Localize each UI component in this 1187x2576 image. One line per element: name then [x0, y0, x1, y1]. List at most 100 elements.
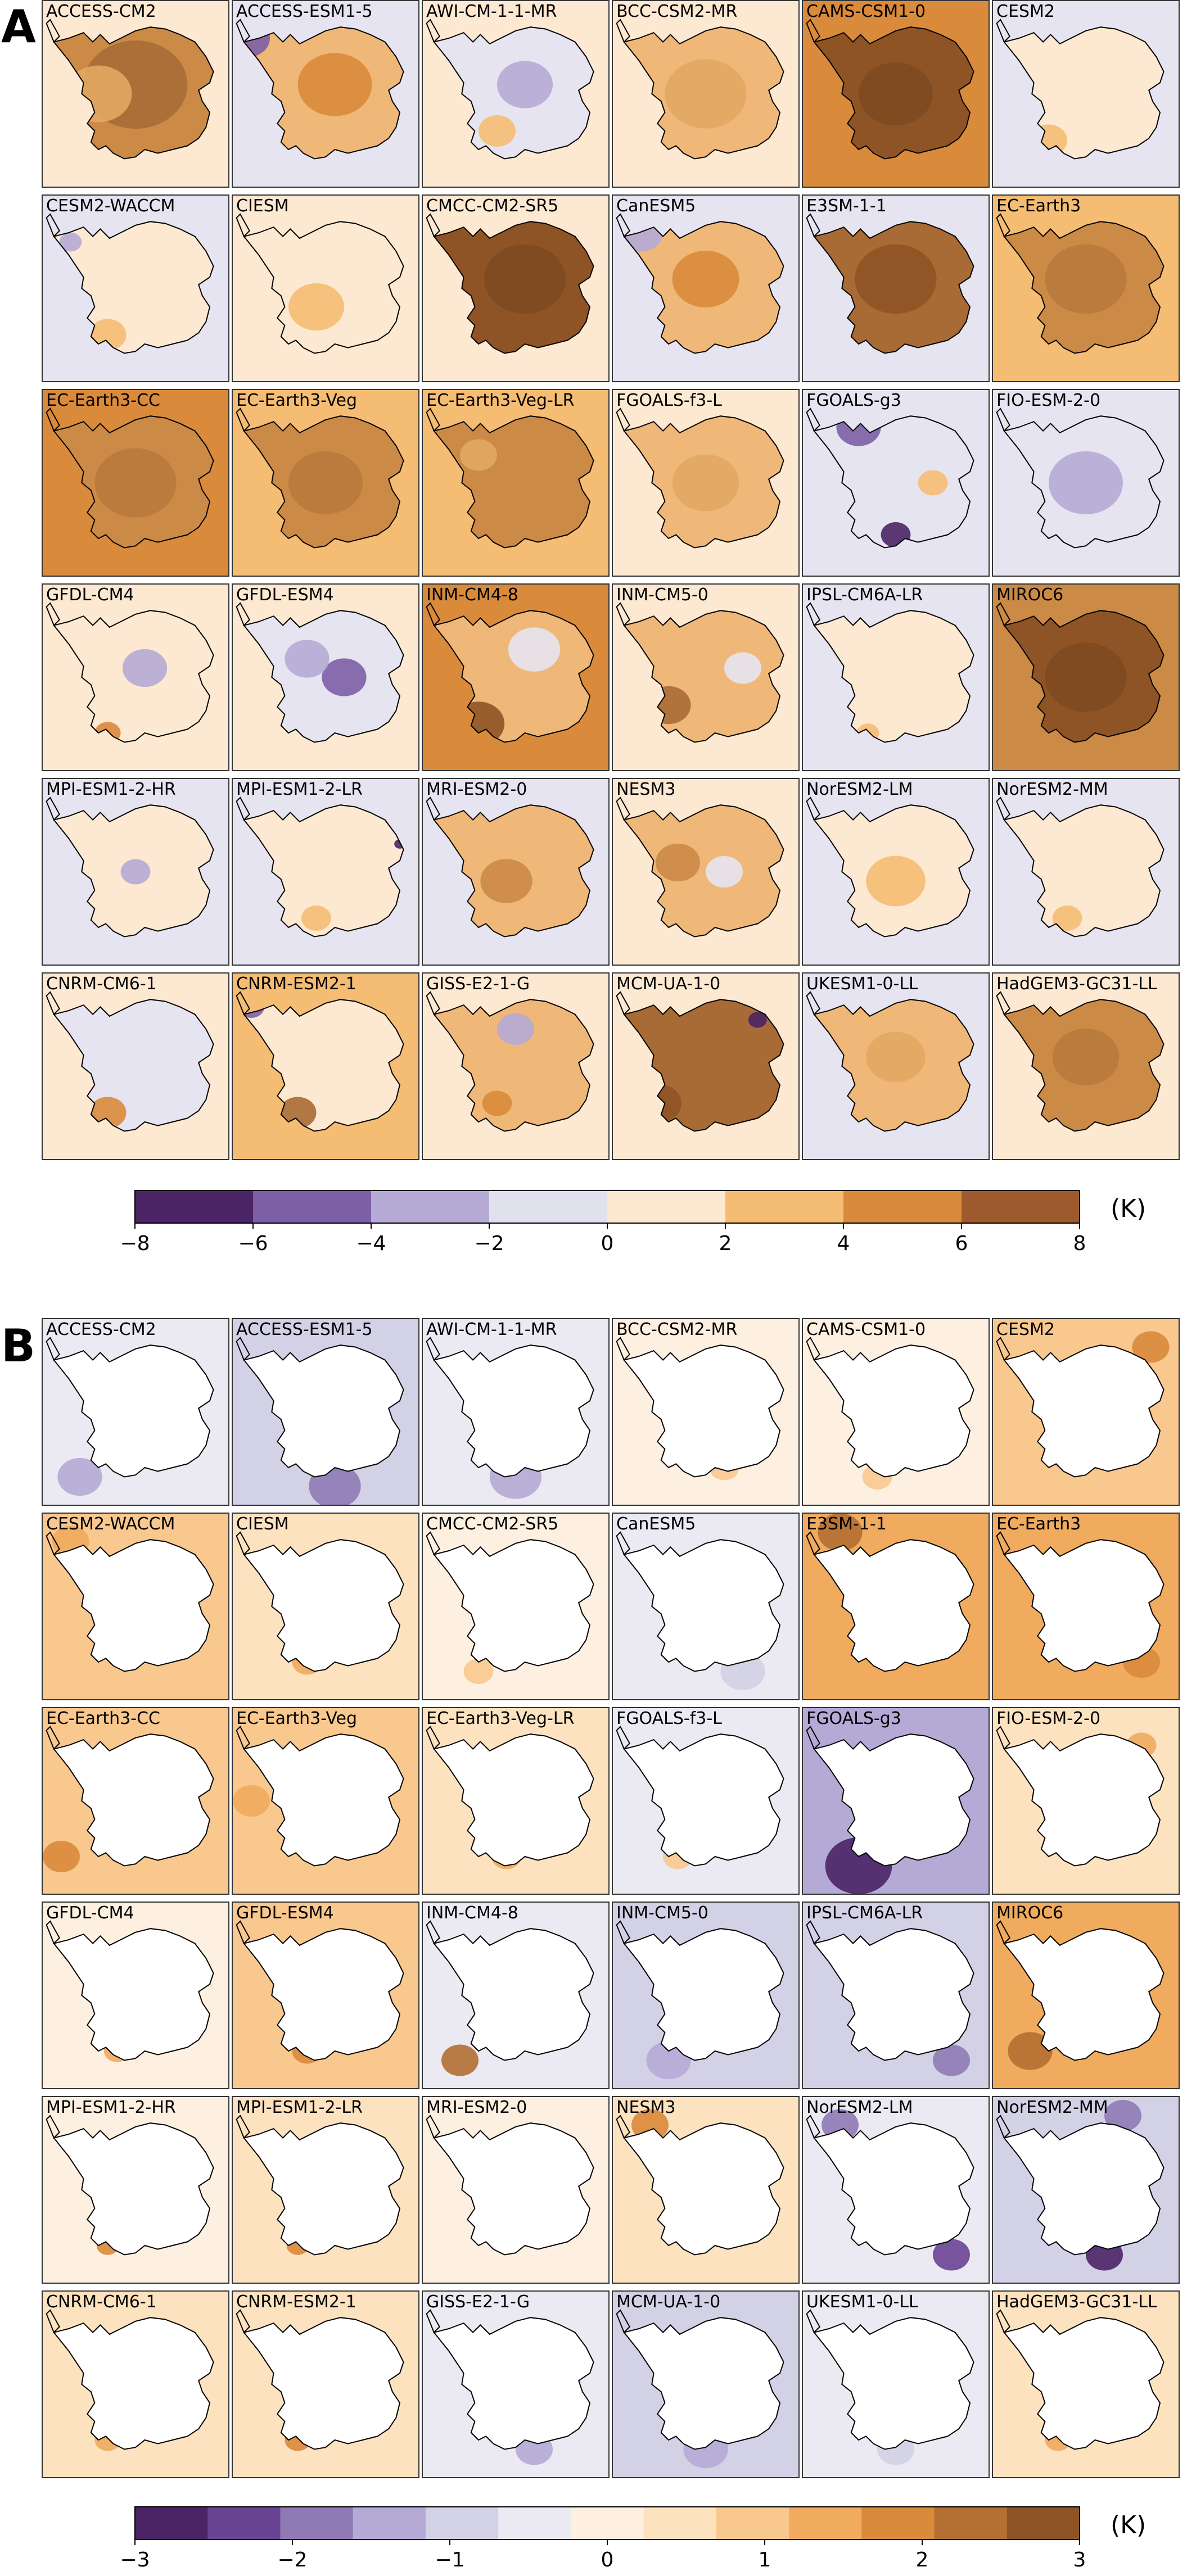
peninsula-coastline: [426, 1726, 440, 1750]
map-model-name: MPI-ESM1-2-LR: [236, 2098, 363, 2117]
peninsula-coastline: [806, 2309, 820, 2334]
colorbar-tick-label: 3: [1073, 2548, 1086, 2572]
masked-continent: [814, 1345, 974, 1477]
peninsula-coastline: [426, 602, 440, 627]
map-model-name: CESM2-WACCM: [46, 1514, 175, 1534]
map-model-name: UKESM1-0-LL: [806, 974, 918, 994]
coastline: [623, 1539, 784, 1672]
map-model-name: AWI-CM-1-1-MR: [426, 2, 557, 21]
peninsula-coastline: [806, 796, 820, 821]
anomaly-region: [631, 2109, 669, 2141]
map-panel: CESM2: [992, 1318, 1180, 1506]
map-model-name: E3SM-1-1: [806, 196, 887, 216]
antarctica-map: [993, 1319, 1179, 1505]
antarctica-map: [423, 1319, 608, 1505]
masked-continent: [243, 1540, 404, 1672]
masked-continent: [814, 1734, 974, 1866]
antarctica-map: [803, 974, 989, 1159]
peninsula-coastline: [236, 1920, 250, 1945]
anomaly-region: [120, 859, 151, 885]
map-panel: E3SM-1-1: [802, 1513, 990, 1700]
map-panel: EC-Earth3-Veg: [232, 389, 419, 577]
peninsula-coastline: [46, 1337, 60, 1361]
coastline: [53, 999, 214, 1132]
antarctica-map: [993, 1903, 1179, 2088]
coastline: [433, 610, 594, 743]
coastline: [1003, 1344, 1165, 1478]
peninsula-coastline: [996, 1726, 1010, 1750]
colorbar-segment: [716, 2507, 789, 2539]
antarctica-map: [613, 1708, 798, 1894]
anomaly-region: [859, 62, 933, 126]
coastline: [1003, 2122, 1165, 2256]
map-panel: IPSL-CM6A-LR: [802, 1902, 990, 2089]
peninsula-coastline: [236, 2309, 250, 2334]
colorbar-segment: [725, 1190, 844, 1223]
colorbar-tick-label: −2: [277, 2548, 307, 2572]
peninsula-coastline: [616, 602, 630, 627]
colorbar-segment: [861, 2507, 935, 2539]
peninsula-coastline: [236, 1337, 250, 1361]
map-panel: FGOALS-g3: [802, 389, 990, 577]
map-model-name: MRI-ESM2-0: [426, 2098, 527, 2117]
masked-continent: [1004, 1928, 1164, 2061]
peninsula-coastline: [236, 796, 250, 821]
map-model-name: NESM3: [616, 780, 676, 799]
anomaly-region: [484, 244, 566, 314]
anomaly-region: [1104, 2099, 1141, 2132]
map-panel: CESM2-WACCM: [42, 194, 229, 382]
map-panel: EC-Earth3: [992, 194, 1180, 382]
map-panel: MCM-UA-1-0: [612, 2290, 800, 2478]
anomaly-region: [1049, 451, 1123, 515]
masked-continent: [53, 1345, 214, 1477]
coastline: [813, 1733, 974, 1867]
peninsula-coastline: [806, 1337, 820, 1361]
masked-continent: [434, 1734, 594, 1866]
antarctica-map: [233, 1903, 418, 2088]
map-model-name: EC-Earth3: [996, 1514, 1081, 1534]
anomaly-region: [301, 906, 331, 931]
coastline: [53, 804, 214, 938]
masked-continent: [1004, 2123, 1164, 2255]
coastline: [433, 1344, 594, 1478]
antarctica-map: [423, 585, 608, 770]
anomaly-region: [59, 232, 82, 252]
peninsula-coastline: [46, 1726, 60, 1750]
peninsula-coastline: [806, 1726, 820, 1750]
map-panel: ACCESS-CM2: [42, 1318, 229, 1506]
map-panel: EC-Earth3: [992, 1513, 1180, 1700]
antarctica-map: [803, 196, 989, 381]
map-model-name: CMCC-CM2-SR5: [426, 1514, 559, 1534]
map-panel: FGOALS-f3-L: [612, 389, 800, 577]
peninsula-coastline: [236, 1531, 250, 1556]
antarctica-map: [423, 1708, 608, 1894]
coastline: [53, 415, 214, 549]
map-panel: CAMS-CSM1-0: [802, 1318, 990, 1506]
peninsula-coastline: [236, 1726, 250, 1750]
coastline: [813, 1928, 974, 2061]
antarctica-map: [423, 196, 608, 381]
panel-a-map-grid: ACCESS-CM2 ACCESS-ESM1-5 AWI-CM-1-1-MR BCC-…: [42, 0, 1180, 1160]
peninsula-coastline: [806, 1920, 820, 1945]
map-model-name: GFDL-ESM4: [236, 1903, 334, 1923]
map-panel: EC-Earth3-CC: [42, 1707, 229, 1895]
anomaly-region: [297, 53, 372, 116]
coastline: [623, 804, 784, 938]
colorbar-segment: [962, 1190, 1080, 1223]
map-panel: NorESM2-MM: [992, 2096, 1180, 2284]
antarctica-map: [233, 2097, 418, 2283]
panel-b-map-grid: ACCESS-CM2 ACCESS-ESM1-5 AWI-CM-1-1-MR BCC-…: [42, 1318, 1180, 2478]
map-model-name: FGOALS-f3-L: [616, 391, 722, 410]
coastline: [813, 26, 974, 160]
panel-a-colorbar: −8 −6 −4 −2 0 2 4 6 8: [120, 1190, 1086, 1259]
anomaly-region: [822, 2109, 859, 2141]
map-panel: MRI-ESM2-0: [422, 778, 610, 966]
coastline: [1003, 26, 1165, 160]
anomaly-region: [497, 61, 553, 108]
coastline: [1003, 1928, 1165, 2061]
antarctica-map: [613, 585, 798, 770]
antarctica-map: [233, 779, 418, 965]
anomaly-region: [57, 1457, 102, 1496]
map-model-name: IPSL-CM6A-LR: [806, 1903, 923, 1923]
coastline: [1003, 804, 1165, 938]
